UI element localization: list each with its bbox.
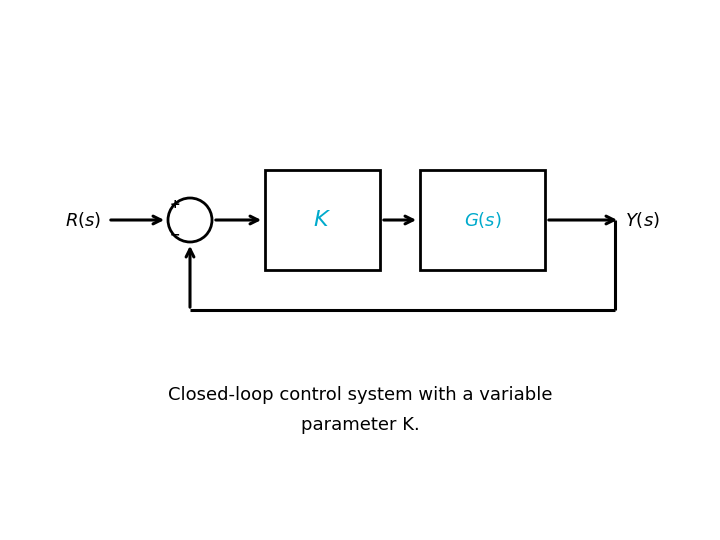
Text: $K$: $K$ (313, 210, 331, 230)
Text: −: − (170, 228, 180, 241)
Text: $Y(s)$: $Y(s)$ (625, 210, 660, 230)
Text: $G(s)$: $G(s)$ (464, 210, 501, 230)
Text: parameter K.: parameter K. (301, 416, 419, 434)
Bar (420, 170, 545, 270)
Text: +: + (170, 199, 180, 212)
Bar (265, 170, 380, 270)
Text: Closed-loop control system with a variable: Closed-loop control system with a variab… (168, 386, 552, 404)
Text: $R(s)$: $R(s)$ (65, 210, 102, 230)
